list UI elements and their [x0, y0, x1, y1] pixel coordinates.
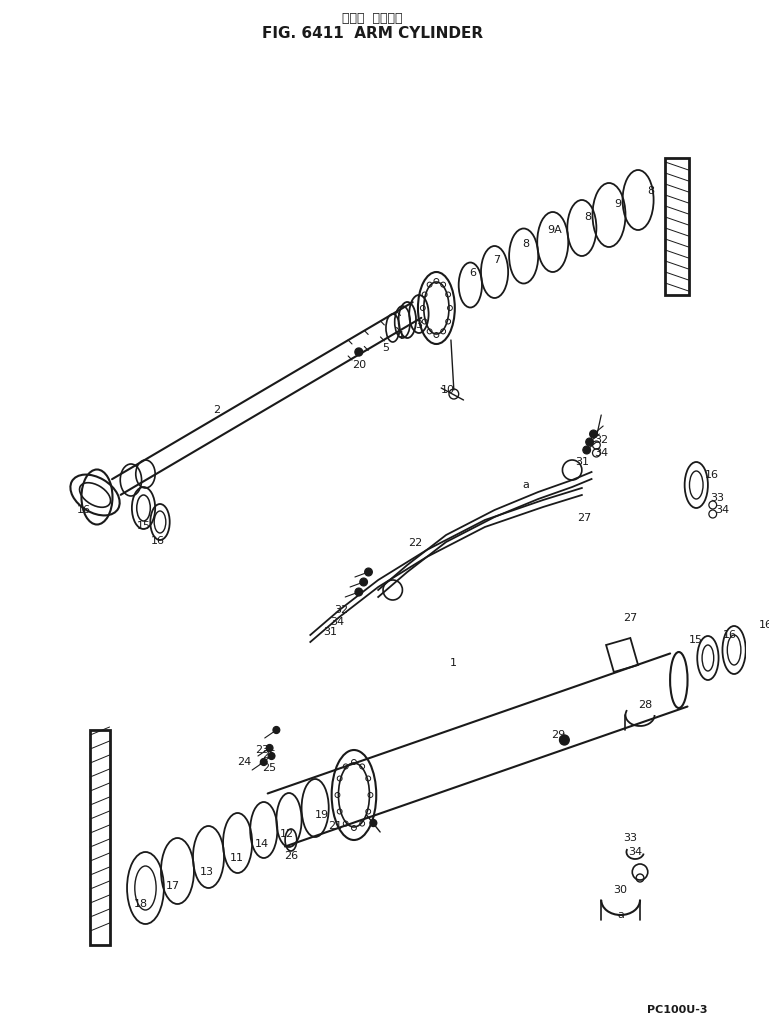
Text: 16: 16: [723, 630, 737, 640]
Circle shape: [360, 578, 368, 586]
Text: 6: 6: [469, 268, 476, 278]
Text: 15: 15: [689, 635, 704, 645]
Text: 28: 28: [638, 700, 652, 710]
Text: 15: 15: [137, 521, 151, 531]
Circle shape: [273, 726, 280, 734]
Text: 25: 25: [262, 750, 277, 760]
Text: 16: 16: [151, 536, 165, 546]
Text: 1: 1: [449, 658, 456, 668]
Text: 23: 23: [255, 745, 269, 755]
Text: 13: 13: [199, 867, 214, 877]
Text: 17: 17: [165, 881, 180, 891]
Text: 21: 21: [328, 821, 343, 831]
Circle shape: [268, 752, 275, 759]
Text: 25: 25: [262, 762, 277, 773]
Text: 31: 31: [575, 457, 589, 467]
Text: 31: 31: [324, 627, 338, 637]
Text: 27: 27: [623, 613, 638, 623]
Text: PC100U-3: PC100U-3: [647, 1005, 708, 1015]
Circle shape: [355, 588, 363, 596]
Text: 20: 20: [351, 360, 366, 370]
Text: 18: 18: [134, 899, 148, 909]
Text: 24: 24: [238, 757, 251, 767]
Text: 16: 16: [759, 620, 769, 630]
Circle shape: [583, 446, 591, 454]
Text: 22: 22: [408, 538, 422, 548]
Text: a: a: [618, 910, 624, 920]
Text: アーム  シリンダ: アーム シリンダ: [342, 11, 403, 25]
Circle shape: [560, 735, 569, 745]
Circle shape: [590, 430, 598, 438]
Text: 11: 11: [230, 853, 244, 863]
Text: 16: 16: [704, 470, 719, 480]
Text: 10: 10: [441, 385, 455, 395]
Text: 27: 27: [577, 513, 591, 523]
Text: 7: 7: [493, 255, 500, 265]
Text: 34: 34: [628, 847, 642, 857]
Text: FIG. 6411  ARM CYLINDER: FIG. 6411 ARM CYLINDER: [261, 27, 483, 41]
Text: 3: 3: [415, 320, 422, 330]
Text: 2: 2: [213, 405, 220, 415]
Text: 16: 16: [76, 505, 91, 514]
Circle shape: [261, 758, 267, 766]
Circle shape: [355, 348, 363, 356]
Circle shape: [370, 819, 377, 826]
Text: 12: 12: [280, 829, 294, 839]
Text: 8: 8: [584, 212, 591, 222]
Text: a: a: [522, 480, 529, 490]
Text: 4: 4: [397, 331, 404, 341]
Text: 19: 19: [315, 810, 329, 820]
Text: 34: 34: [715, 505, 730, 514]
Text: 33: 33: [711, 493, 724, 503]
Text: 34: 34: [594, 448, 608, 458]
Text: 14: 14: [255, 839, 269, 849]
Circle shape: [586, 438, 594, 446]
Text: 32: 32: [594, 435, 608, 445]
Text: 32: 32: [335, 605, 348, 615]
Text: 9A: 9A: [548, 225, 562, 235]
Text: 8: 8: [522, 239, 529, 249]
Text: 8: 8: [647, 186, 654, 196]
Text: 5: 5: [382, 343, 389, 353]
Text: 26: 26: [284, 851, 298, 861]
Circle shape: [365, 568, 372, 576]
Text: 9: 9: [614, 199, 621, 209]
Circle shape: [266, 745, 273, 751]
Text: 33: 33: [624, 833, 638, 843]
Text: 29: 29: [551, 730, 566, 740]
Text: 30: 30: [614, 885, 628, 895]
Text: 34: 34: [331, 617, 345, 627]
